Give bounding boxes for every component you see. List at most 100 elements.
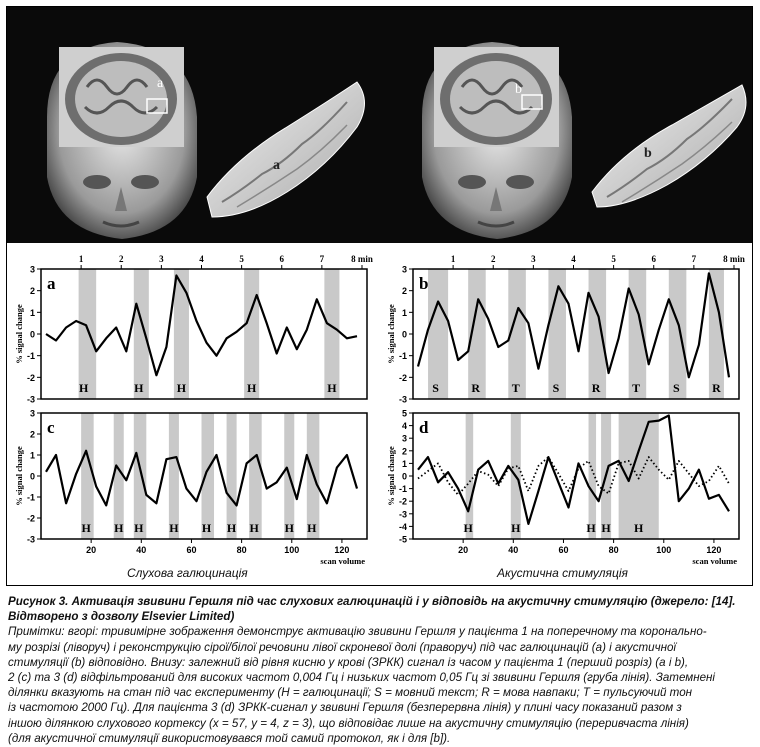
condition-label: H xyxy=(634,521,644,535)
condition-label: H xyxy=(601,521,611,535)
condition-label: T xyxy=(512,381,520,395)
y-tick-label: 0 xyxy=(402,330,407,340)
minute-tick-label: 5 xyxy=(611,254,616,264)
y-tick-label: 2 xyxy=(30,286,35,296)
figure: a a b xyxy=(6,6,753,586)
shaded-condition-block xyxy=(324,269,340,399)
y-tick-label: 4 xyxy=(402,421,407,431)
caption-note-line: Примітки: вгорі: тривимірне зображення д… xyxy=(8,625,707,639)
y-tick-label: -1 xyxy=(399,351,407,361)
head-render-right xyxy=(422,42,572,239)
cortex-surface-right xyxy=(591,84,747,208)
y-tick-label: -5 xyxy=(399,535,407,545)
x-tick-label: 120 xyxy=(334,545,349,555)
panel-letter: c xyxy=(47,418,55,437)
minute-tick-label: 2 xyxy=(491,254,496,264)
shaded-condition-block xyxy=(78,269,97,399)
y-tick-label: 2 xyxy=(402,446,407,456)
condition-label: H xyxy=(177,381,187,395)
shaded-condition-block xyxy=(588,413,597,539)
x-tick-label: 100 xyxy=(656,545,671,555)
caption-note-line: му розрізі (ліворуч) і реконструкцію сір… xyxy=(8,640,677,654)
y-tick-label: 2 xyxy=(30,430,35,440)
condition-label: H xyxy=(511,521,521,535)
plot-panel-d: 5 4 3 2 1 0 -1 -2 -3 -4 -5 % signal change d 20 40 60 80… xyxy=(386,409,740,566)
y-axis-label: % signal change xyxy=(386,304,396,364)
condition-label: H xyxy=(249,521,259,535)
shaded-condition-block xyxy=(133,269,149,399)
y-tick-label: -3 xyxy=(27,535,35,545)
condition-label: H xyxy=(285,521,295,535)
section-label-left: Слухова галюцинація xyxy=(127,566,248,580)
condition-label: R xyxy=(471,381,480,395)
series-line xyxy=(416,272,731,379)
minute-tick-label: 5 xyxy=(239,254,244,264)
y-tick-label: -4 xyxy=(399,522,407,532)
condition-label: H xyxy=(169,521,179,535)
caption-note-line: стимуляції (b) відповідно. Внизу: залежн… xyxy=(8,655,689,669)
minute-tick-label: 2 xyxy=(119,254,124,264)
condition-label: H xyxy=(586,521,596,535)
surface-letter-left: a xyxy=(273,158,280,173)
condition-label: S xyxy=(432,381,439,395)
condition-label: S xyxy=(553,381,560,395)
y-tick-label: -1 xyxy=(27,493,35,503)
y-tick-label: -2 xyxy=(399,373,407,383)
shaded-condition-block xyxy=(113,413,124,539)
minute-tick-label: 4 xyxy=(571,254,576,264)
shaded-condition-block xyxy=(588,269,607,399)
x-tick-label: 20 xyxy=(458,545,468,555)
condition-label: H xyxy=(463,521,473,535)
y-tick-label: 3 xyxy=(30,409,35,419)
y-tick-label: -1 xyxy=(399,484,407,494)
series-line xyxy=(417,414,730,526)
condition-label: H xyxy=(202,521,212,535)
minute-tick-label: 8 min xyxy=(723,254,745,264)
head-letter-left: a xyxy=(157,76,164,91)
y-tick-label: -2 xyxy=(27,373,35,383)
shaded-condition-block xyxy=(428,269,449,399)
minute-tick-label: 3 xyxy=(531,254,536,264)
panel-letter: a xyxy=(47,274,56,293)
surface-letter-right: b xyxy=(644,146,652,161)
minute-tick-label: 4 xyxy=(199,254,204,264)
section-label-right: Акустична стимуляція xyxy=(497,566,628,580)
y-tick-label: -1 xyxy=(27,351,35,361)
series-line-dotted xyxy=(417,456,730,496)
x-tick-label: 20 xyxy=(86,545,96,555)
shaded-condition-block xyxy=(81,413,94,539)
condition-label: R xyxy=(712,381,721,395)
x-tick-label: 100 xyxy=(284,545,299,555)
x-tick-label: 40 xyxy=(508,545,518,555)
shaded-condition-block xyxy=(465,413,474,539)
caption-note-line: іншою ділянкою слухового кортексу (x = 5… xyxy=(8,716,689,730)
condition-label: H xyxy=(327,381,337,395)
caption-note-line: (для акустичної стимуляції використовува… xyxy=(8,731,451,745)
shaded-condition-block xyxy=(244,269,260,399)
condition-label: H xyxy=(307,521,317,535)
y-tick-label: 0 xyxy=(30,330,35,340)
minute-tick-label: 1 xyxy=(79,254,84,264)
minute-tick-label: 6 xyxy=(651,254,656,264)
y-tick-label: 5 xyxy=(402,409,407,419)
minute-tick-label: 1 xyxy=(451,254,456,264)
y-tick-label: 1 xyxy=(402,308,407,318)
shaded-condition-block xyxy=(249,413,262,539)
y-axis-label: % signal change xyxy=(14,304,24,364)
y-tick-label: 2 xyxy=(402,286,407,296)
shaded-condition-block xyxy=(548,269,566,399)
shaded-condition-block xyxy=(133,413,147,539)
condition-label: R xyxy=(592,381,601,395)
plot-panel-b: 3 2 1 0 -1 -2 -3 % signal change b 1 2 3 4 5 6 7 8 min S R… xyxy=(386,254,745,405)
series-line xyxy=(45,449,359,507)
y-tick-label: -3 xyxy=(399,509,407,519)
y-tick-label: -2 xyxy=(27,514,35,524)
head-render-left xyxy=(47,42,197,239)
shaded-condition-block xyxy=(201,413,215,539)
condition-label: H xyxy=(134,381,144,395)
condition-label: H xyxy=(134,521,144,535)
condition-label: H xyxy=(227,521,237,535)
x-tick-label: 80 xyxy=(237,545,247,555)
x-tick-label: 80 xyxy=(609,545,619,555)
condition-label: H xyxy=(79,381,89,395)
